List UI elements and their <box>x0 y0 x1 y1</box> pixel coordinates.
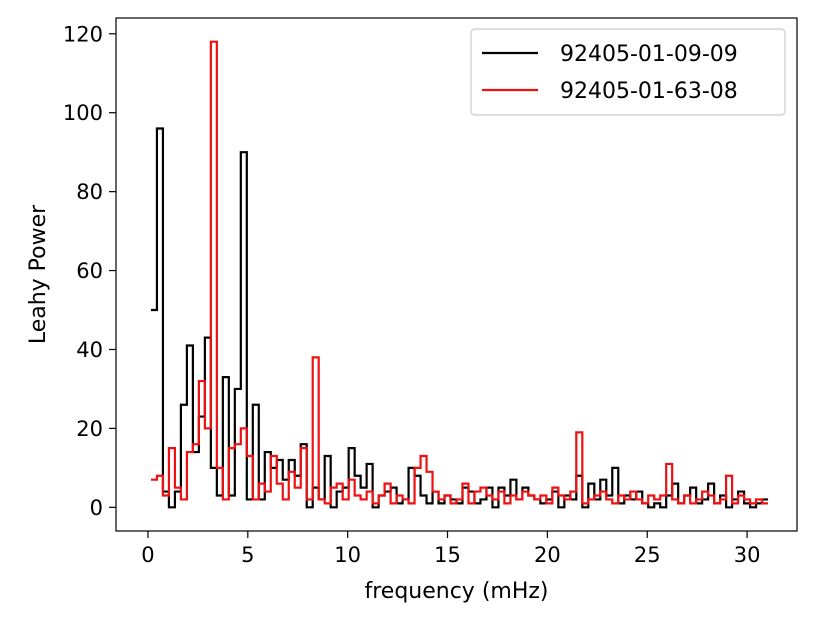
x-tick-label: 30 <box>734 543 761 567</box>
x-tick-label: 25 <box>634 543 661 567</box>
legend-label-2: 92405-01-63-08 <box>560 79 738 104</box>
legend-box <box>470 28 786 116</box>
y-tick-label: 120 <box>63 22 103 46</box>
y-axis-label: Leahy Power <box>26 204 51 344</box>
legend-label-1: 92405-01-09-09 <box>560 42 738 67</box>
plot-area <box>150 40 769 509</box>
series-line-1 <box>150 127 769 509</box>
x-axis-label: frequency (mHz) <box>364 579 548 604</box>
x-tick-label: 15 <box>434 543 461 567</box>
x-tick-label: 10 <box>334 543 361 567</box>
axes: 0 5 10 15 20 25 30 0 20 40 60 80 100 120 <box>63 17 798 567</box>
y-tick-label: 0 <box>90 496 103 520</box>
series-line-2 <box>150 40 769 505</box>
plot-frame <box>115 17 798 532</box>
legend: 92405-01-09-09 92405-01-63-08 <box>470 28 786 116</box>
y-tick-label: 100 <box>63 101 103 125</box>
x-tick-label: 20 <box>534 543 561 567</box>
y-tick-label: 80 <box>76 180 103 204</box>
y-tick-label: 60 <box>76 259 103 283</box>
x-tick-label: 0 <box>141 543 154 567</box>
y-tick-label: 20 <box>76 417 103 441</box>
y-tick-label: 40 <box>76 338 103 362</box>
x-tick-label: 5 <box>241 543 254 567</box>
